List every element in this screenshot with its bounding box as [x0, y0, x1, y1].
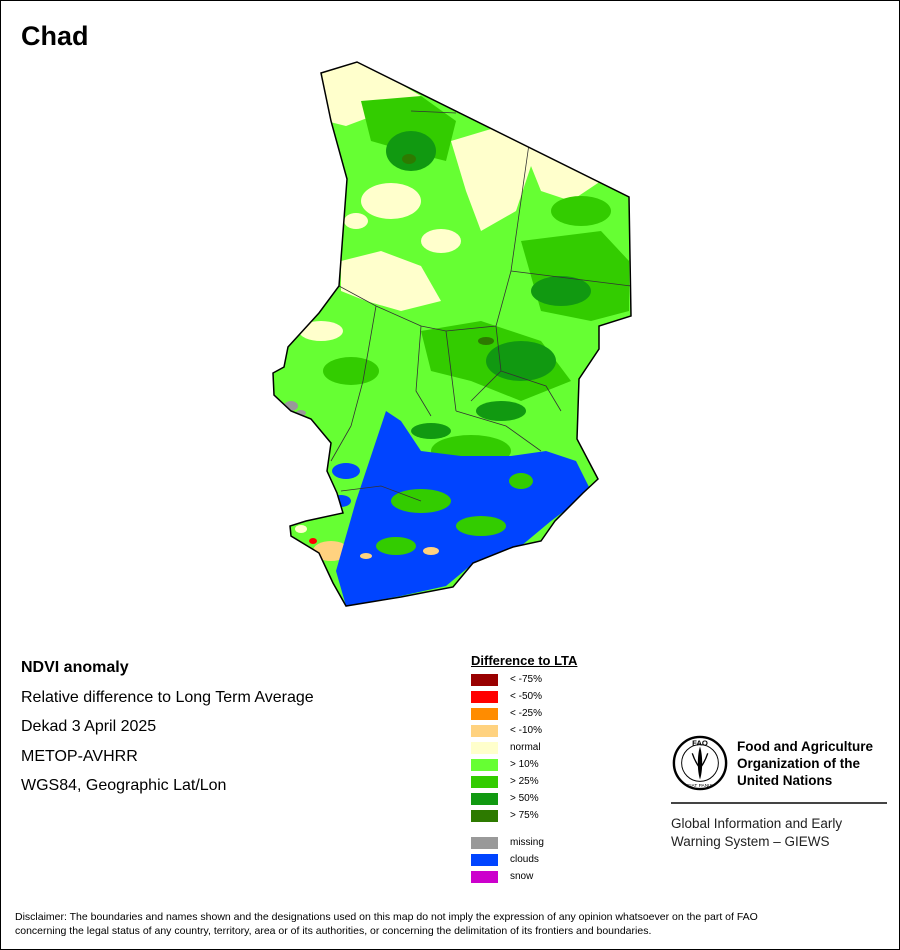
legend-item: < -10%: [471, 722, 577, 739]
legend-item: > 50%: [471, 790, 577, 807]
legend-label: > 75%: [510, 810, 539, 821]
legend-swatch: [471, 690, 498, 703]
projection-info: WGS84, Geographic Lat/Lon: [21, 777, 227, 794]
legend-item: missing: [471, 834, 577, 851]
legend-item: clouds: [471, 851, 577, 868]
legend-label: < -25%: [510, 708, 542, 719]
legend-label: clouds: [510, 854, 539, 865]
legend-title: Difference to LTA: [471, 653, 578, 668]
fao-name: Food and Agriculture Organization of the…: [737, 738, 873, 789]
legend-label: missing: [510, 837, 544, 848]
product-description: Relative difference to Long Term Average: [21, 688, 314, 706]
giews-line2: Warning System – GIEWS: [671, 834, 830, 849]
legend-label: > 50%: [510, 793, 539, 804]
legend-swatch: [471, 707, 498, 720]
cloud-gap-normal: [360, 547, 439, 559]
legend-label: > 10%: [510, 759, 539, 770]
legend-label: normal: [510, 742, 541, 753]
legend-item: > 25%: [471, 773, 577, 790]
legend-swatch: [471, 853, 498, 866]
fao-divider: [671, 802, 887, 804]
fao-logo-letters: FAO: [692, 739, 708, 748]
legend-label: < -75%: [510, 674, 542, 685]
legend-label: snow: [510, 871, 534, 882]
time-period: Dekad 3 April 2025: [21, 718, 157, 735]
legend-item: snow: [471, 868, 577, 885]
fao-branding: FAO FIAT PANIS Food and Agriculture Orga…: [671, 731, 889, 851]
giews-line1: Global Information and Early: [671, 816, 843, 831]
legend-item: > 10%: [471, 756, 577, 773]
legend-item: normal: [471, 739, 577, 756]
legend-swatch: [471, 870, 498, 883]
map-info-block: NDVI anomaly Relative difference to Long…: [21, 658, 314, 806]
sensor-name: METOP-AVHRR: [21, 747, 138, 765]
ndvi-75pct-areas: [402, 154, 494, 345]
legend-swatch: [471, 836, 498, 849]
chad-map: [272, 61, 632, 607]
legend-swatch: [471, 809, 498, 822]
legend-swatch: [471, 792, 498, 805]
legend-item: > 75%: [471, 807, 577, 824]
fao-logo-motto: FIAT PANIS: [687, 783, 713, 789]
disclaimer: Disclaimer: The boundaries and names sho…: [15, 910, 885, 938]
disclaimer-line2: concerning the legal status of any count…: [15, 925, 652, 937]
legend-label: > 25%: [510, 776, 539, 787]
legend-item: < -25%: [471, 705, 577, 722]
admin-boundaries: [330, 110, 631, 502]
legend-label: < -50%: [510, 691, 542, 702]
ndvi-normal-areas: [299, 62, 601, 341]
map-title: Chad: [21, 21, 89, 51]
legend-swatch: [471, 775, 498, 788]
legend-label: < -10%: [510, 725, 542, 736]
legend-item: < -50%: [471, 688, 577, 705]
legend-item: < -75%: [471, 671, 577, 688]
fao-name-line2: Organization of the: [737, 755, 860, 771]
legend-swatch: [471, 758, 498, 771]
fao-name-line1: Food and Agriculture: [737, 738, 873, 754]
ndvi-50pct-areas: [386, 131, 591, 439]
legend-swatch: [471, 724, 498, 737]
disclaimer-line1: Disclaimer: The boundaries and names sho…: [15, 911, 758, 923]
product-name: NDVI anomaly: [21, 659, 129, 676]
fao-logo-icon: FAO FIAT PANIS: [672, 735, 728, 791]
legend-swatch: [471, 673, 498, 686]
fao-name-line3: United Nations: [737, 772, 833, 788]
legend-swatch: [471, 741, 498, 754]
map-legend: Difference to LTA < -75% < -50% < -25% < -1…: [471, 653, 577, 885]
giews-label: Global Information and Early Warning Sys…: [671, 815, 889, 851]
